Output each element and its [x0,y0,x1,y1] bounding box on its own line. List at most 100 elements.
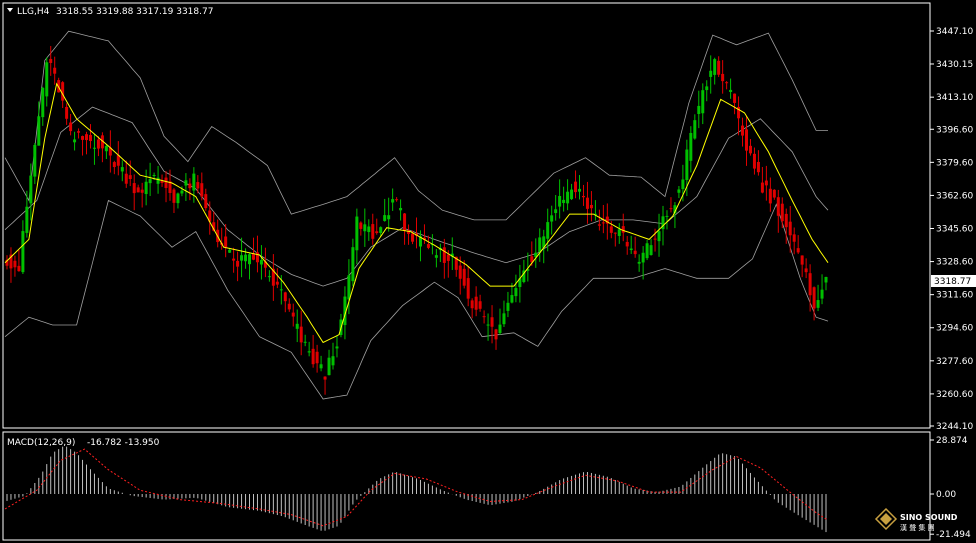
candle-body [267,276,271,278]
candle-body [701,90,705,114]
candle-body [641,252,645,263]
candle-body [812,287,816,309]
candle-body [311,348,315,365]
candle-body [403,213,407,231]
bollinger-lower-line [4,199,829,400]
candle-body [21,231,25,273]
candle-body [319,364,323,369]
candle-body [502,313,506,325]
candle-body [287,303,291,310]
candle-body [721,73,725,82]
candle-body [132,183,136,194]
macd-signal-line [4,448,829,527]
candle-body [232,258,236,261]
candle-body [748,145,752,154]
candle-body [259,259,263,265]
candle-body [73,139,77,143]
candle-body [454,256,458,270]
candle-body [589,204,593,209]
candle-body [725,82,729,84]
candle-body [33,144,37,177]
price-tick-label: 3244.10 [936,422,973,432]
candle-body [363,224,367,232]
candle-body [5,259,9,266]
candle-body [514,288,518,297]
candle-body [661,216,665,230]
candle-body [9,254,13,269]
candle-body [760,182,764,193]
candle-body [263,261,267,268]
candle-body [387,215,391,220]
candle-body [744,129,748,151]
candle-body [605,216,609,224]
candle-body [522,270,526,283]
candle-body [665,215,669,217]
candle-body [772,189,776,198]
dropdown-arrow-icon[interactable] [7,8,13,12]
price-tick-label: 3447.10 [936,27,973,37]
candle-body [379,227,383,233]
candle-body [399,207,403,211]
candle-body [538,237,542,253]
candle-body [486,324,490,326]
candle-body [251,253,255,260]
macd-tick-label: 28.874 [936,436,968,446]
candle-body [88,134,92,142]
candle-body [124,173,128,184]
candle-body [729,89,733,92]
candle-body [685,149,689,181]
candle-body [188,183,192,189]
macd-tick-label: -21.494 [936,530,971,540]
logo-brand: SINO SOUND [900,513,958,522]
candle-body [391,199,395,203]
candle-body [820,289,824,299]
candle-body [637,261,641,264]
candle-body [279,289,283,291]
candlestick-series [5,45,828,395]
candle-body [804,268,808,273]
candle-body [784,213,788,228]
candle-body [275,281,279,285]
candle-body [752,153,756,169]
candle-body [518,278,522,287]
candle-body [236,260,240,267]
candle-body [228,249,232,253]
candle-body [788,221,792,236]
candle-body [327,357,331,376]
candle-body [796,248,800,253]
candle-body [104,145,108,152]
candle-body [633,250,637,255]
candle-body [800,255,804,265]
candle-body [705,86,709,91]
candle-body [271,268,275,286]
candle-body [371,224,375,239]
candle-body [621,226,625,233]
candle-body [506,302,510,311]
candle-body [737,106,741,119]
price-tick-label: 3311.60 [936,291,973,301]
candle-body [116,155,120,166]
candle-body [81,136,85,140]
candle-body [77,131,81,133]
bollinger-upper-line [4,30,828,221]
logo-subtitle: 漢 聲 集 團 [900,523,935,532]
candle-body [343,296,347,326]
candle-body [458,265,462,279]
candle-body [534,252,538,258]
candle-body [17,265,21,272]
candle-body [498,324,502,334]
candle-body [128,175,132,179]
candle-body [629,248,633,251]
candle-body [693,120,697,139]
candle-body [240,255,244,261]
sinosound-logo: SINO SOUND 漢 聲 集 團 [874,507,958,532]
candle-body [490,317,494,327]
candle-body [355,216,359,251]
macd-tick-label: 0.00 [936,490,956,500]
candle-body [581,195,585,198]
candle-body [295,323,299,329]
candle-body [578,188,582,192]
candle-body [248,254,252,265]
candle-body [546,222,550,239]
